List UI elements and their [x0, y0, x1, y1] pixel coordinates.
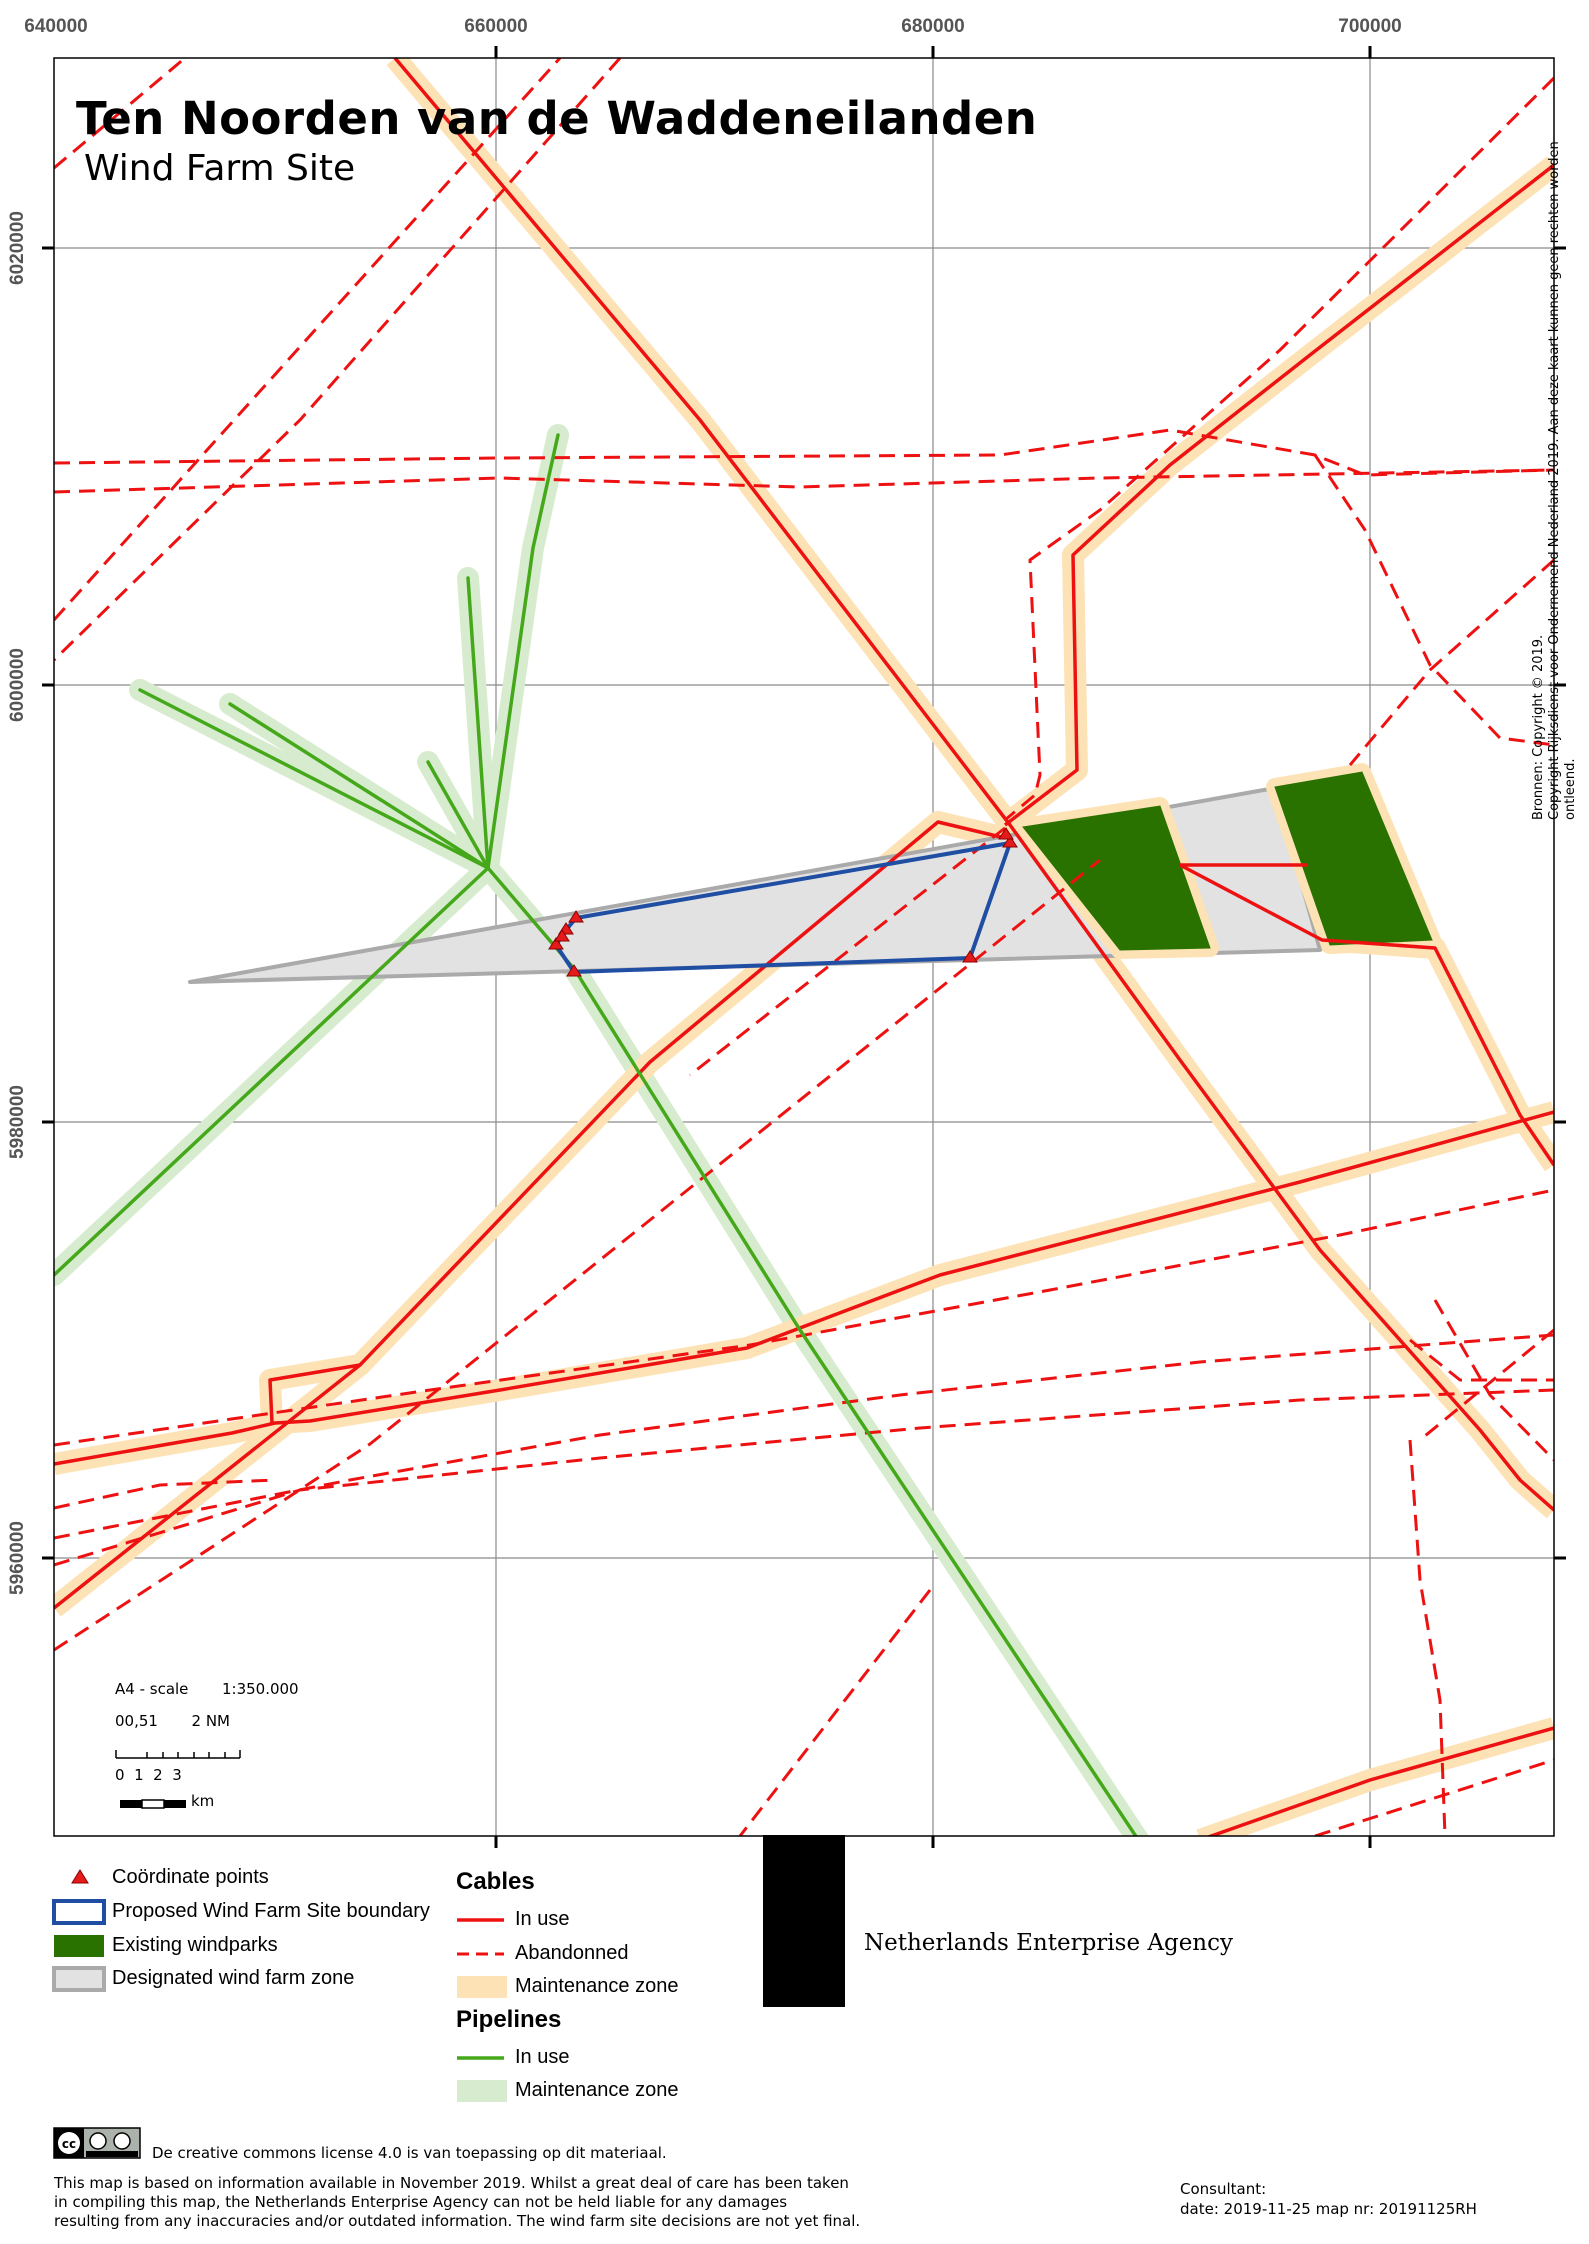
disclaimer-line-1: This map is based on information availab… [54, 2174, 849, 2192]
legend-symbols [52, 1869, 507, 2102]
map-title: Ten Noorden van de Waddeneilanden [76, 92, 1038, 145]
legend-cables-abandoned: Abandonned [515, 1942, 629, 1964]
x-tick-label: 700000 [1338, 16, 1402, 37]
y-tick-label: 6020000 [7, 211, 28, 285]
legend-existing-windparks: Existing windparks [112, 1934, 278, 1956]
km-scale-ticks: 0 1 2 3 [115, 1766, 182, 1784]
cables-in-use [54, 58, 1554, 1836]
scale-label: A4 - scale [115, 1680, 189, 1698]
copyright-line-1: Bronnen: Copyright © 2019. [1531, 634, 1546, 820]
map-layers [54, 58, 1554, 1836]
legend-boundary-icon [52, 1899, 106, 1925]
copyright-line-2: Copyright Rijksdienst voor Ondernemend N… [1547, 141, 1578, 820]
frame-ticks [42, 46, 1566, 1848]
disclaimer-line-2: in compiling this map, the Netherlands E… [54, 2193, 788, 2211]
legend-designated-zone: Designated wind farm zone [112, 1967, 355, 1989]
scale-bars [115, 1750, 241, 1759]
legend-zone-icon [52, 1966, 106, 1992]
legend-cables-title: Cables [456, 1868, 535, 1895]
y-tick-label: 5980000 [7, 1085, 28, 1159]
svg-text:cc: cc [62, 2137, 76, 2151]
legend-windpark-icon [54, 1935, 104, 1957]
y-tick-label: 5960000 [7, 1521, 28, 1595]
legend-coordinate-points: Coördinate points [112, 1866, 269, 1888]
nm-scale-label-right: 2 NM [191, 1712, 230, 1730]
consultant-label: Consultant: [1180, 2180, 1267, 2198]
legend-pipelines-title: Pipelines [456, 2006, 562, 2033]
pipelines-in-use [54, 433, 1138, 1836]
y-tick-label: 6000000 [7, 648, 28, 722]
disclaimer-line-3: resulting from any inaccuracies and/or o… [54, 2212, 861, 2230]
pipeline-maintenance-zones [54, 424, 1149, 1836]
cc-license-badge-icon: cc [53, 2127, 141, 2159]
windpark-west [1022, 805, 1211, 951]
legend-pipelines-maintenance: Maintenance zone [515, 2079, 679, 2101]
legend-pipelines-in-use: In use [515, 2046, 570, 2068]
legend-proposed-boundary: Proposed Wind Farm Site boundary [112, 1900, 430, 1922]
legend-coordinate-point-icon [71, 1869, 89, 1884]
scale-value: 1:350.000 [221, 1680, 299, 1698]
map-date-number: date: 2019-11-25 map nr: 20191125RH [1180, 2200, 1477, 2218]
legend-pipeline-maintenance-icon [457, 2080, 507, 2102]
abandoned-cables [54, 58, 1554, 1836]
windpark-east [1274, 771, 1433, 946]
license-text: De creative commons license 4.0 is van t… [152, 2144, 667, 2162]
legend-cables-maintenance: Maintenance zone [515, 1975, 679, 1997]
x-tick-label: 660000 [464, 16, 528, 37]
legend-cable-maintenance-icon [457, 1976, 507, 1998]
agency-name: Netherlands Enterprise Agency [864, 1930, 1233, 1956]
copyright-note: Bronnen: Copyright © 2019. Copyright Rij… [1531, 100, 1579, 820]
existing-windparks [1014, 763, 1441, 959]
map-subtitle: Wind Farm Site [84, 148, 356, 189]
x-tick-label: 640000 [24, 16, 88, 37]
km-scale-unit: km [191, 1792, 215, 1810]
x-tick-label: 680000 [901, 16, 965, 37]
agency-logo-bar [763, 1835, 845, 2007]
km-scale-bar [120, 1799, 186, 1809]
nm-scale-label-left: 00,51 [115, 1712, 158, 1730]
coordinate-points [548, 827, 1018, 977]
legend-cables-in-use: In use [515, 1908, 570, 1930]
